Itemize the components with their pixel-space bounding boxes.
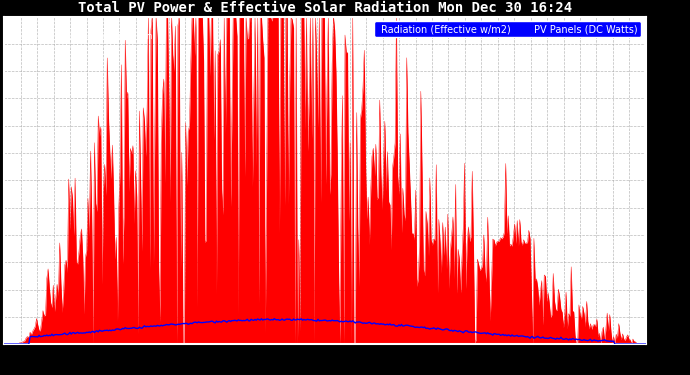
Title: Total PV Power & Effective Solar Radiation Mon Dec 30 16:24: Total PV Power & Effective Solar Radiati…	[78, 2, 572, 15]
Legend: Radiation (Effective w/m2), PV Panels (DC Watts): Radiation (Effective w/m2), PV Panels (D…	[375, 21, 641, 37]
Text: Copyright 2013 Cartronics.com: Copyright 2013 Cartronics.com	[7, 32, 152, 41]
